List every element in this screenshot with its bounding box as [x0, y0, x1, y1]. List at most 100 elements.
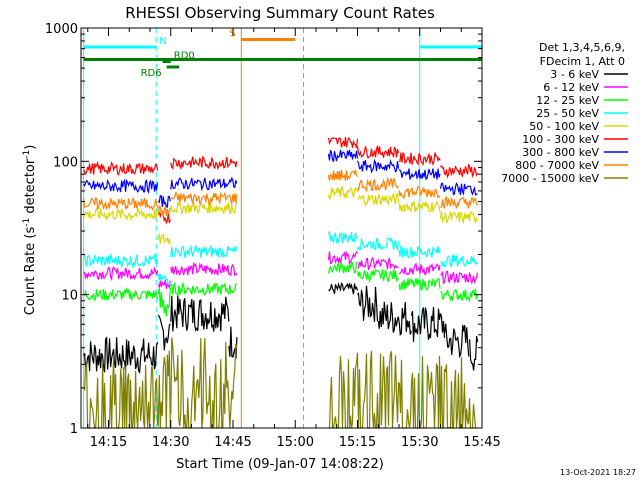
trace-12-25-kev-1: [157, 287, 171, 317]
trace-3-6-kev-6: [377, 301, 412, 337]
trace-100-300-kev-5: [399, 151, 441, 167]
legend-label-3-6-kev: 3 - 6 keV: [550, 68, 599, 81]
trace-6-12-kev-3: [327, 250, 358, 265]
chart-title: RHESSI Observing Summary Count Rates: [125, 4, 435, 22]
trace-50-100-kev-6: [439, 211, 479, 225]
x-tick-label-6: 15:45: [463, 435, 500, 450]
trace-300-800-kev-4: [356, 158, 400, 174]
y-tick-label-3: 1000: [45, 22, 78, 37]
series-50-100-kev: [83, 186, 479, 245]
trace-25-50-kev-1: [157, 273, 171, 286]
trace-50-100-kev-4: [357, 193, 400, 207]
trace-800-7000-kev-4: [357, 176, 399, 193]
trace-800-7000-kev-3: [327, 169, 358, 182]
trace-7000-15000-kev-2: [170, 337, 238, 430]
trace-300-800-kev-3: [327, 149, 359, 162]
trace-100-300-kev-2: [170, 155, 238, 171]
y-axis-label: Count Rate (s-1 detector-1): [22, 145, 38, 316]
trace-12-25-kev-0: [83, 286, 159, 301]
legend-label-6-12-kev: 6 - 12 keV: [543, 81, 599, 94]
trace-100-300-kev-3: [327, 136, 359, 148]
trace-800-7000-kev-2: [170, 191, 238, 207]
trace-50-100-kev-2: [170, 201, 238, 215]
trace-50-100-kev-0: [83, 207, 159, 222]
trace-6-12-kev-6: [440, 270, 479, 285]
x-tick-label-3: 15:00: [277, 435, 314, 450]
state-label-n: N: [159, 36, 166, 47]
trace-3-6-kev-2: [170, 294, 230, 332]
trace-300-800-kev-6: [439, 182, 478, 196]
footer-timestamp: 13-Oct-2021 18:27: [560, 468, 636, 477]
legend-label-50-100-kev: 50 - 100 keV: [529, 120, 599, 133]
trace-25-50-kev-4: [356, 236, 400, 251]
legend: Det 1,3,4,5,6,9,FDecim 1, Att 03 - 6 keV…: [501, 41, 628, 185]
trace-300-800-kev-0: [83, 178, 159, 194]
trace-6-12-kev-4: [357, 256, 399, 271]
trace-25-50-kev-3: [327, 231, 358, 245]
legend-label-7000-15000-kev: 7000 - 15000 keV: [501, 172, 599, 185]
state-label-rd6: RD6: [141, 68, 162, 79]
trace-25-50-kev-2: [170, 244, 238, 258]
trace-100-300-kev-1: [157, 211, 171, 225]
trace-12-25-kev-4: [356, 268, 399, 284]
plot-area: N S RD0 RD6 1 10 100 1000 14:15 14:30 14:45 15:00 15…: [45, 22, 501, 450]
trace-50-100-kev-1: [157, 233, 171, 245]
y-tick-label-1: 10: [61, 289, 78, 304]
series-25-50-kev: [83, 231, 479, 286]
trace-12-25-kev-3: [327, 260, 358, 274]
trace-300-800-kev-1: [157, 195, 171, 209]
legend-label-800-7000-kev: 800 - 7000 keV: [515, 159, 599, 172]
y-axis-label-mid: detector: [23, 158, 38, 218]
state-label-s: S: [229, 28, 235, 39]
x-axis-label: Start Time (09-Jan-07 14:08:22): [176, 457, 384, 472]
trace-800-7000-kev-1: [157, 205, 171, 217]
series-100-300-kev: [83, 136, 479, 225]
legend-header-0: Det 1,3,4,5,6,9,: [539, 41, 625, 54]
y-axis-label-end: ): [23, 145, 38, 150]
trace-100-300-kev-6: [440, 163, 479, 179]
legend-label-25-50-kev: 25 - 50 keV: [536, 107, 599, 120]
state-label-rd0: RD0: [174, 51, 195, 62]
x-tick-label-0: 14:15: [90, 435, 127, 450]
trace-25-50-kev-5: [398, 244, 441, 259]
series-6-12-kev: [83, 250, 479, 290]
trace-100-300-kev-0: [83, 160, 159, 176]
trace-3-6-kev-9: [469, 335, 479, 371]
trace-300-800-kev-5: [398, 168, 441, 181]
trace-25-50-kev-0: [83, 253, 159, 269]
x-tick-label-5: 15:30: [401, 435, 438, 450]
y-axis-label-main: Count Rate (s: [23, 227, 38, 316]
trace-3-6-kev-8: [444, 323, 470, 359]
trace-800-7000-kev-5: [398, 185, 441, 200]
series-800-7000-kev: [83, 169, 479, 217]
trace-50-100-kev-3: [327, 186, 359, 199]
trace-7000-15000-kev-0: [83, 357, 159, 429]
y-axis-label-sup2: -1: [22, 150, 32, 159]
series-3-6-kev: [83, 282, 479, 375]
trace-12-25-kev-2: [170, 281, 238, 297]
legend-header-1: FDecim 1, Att 0: [540, 55, 625, 68]
y-axis-label-sup1: -1: [22, 218, 32, 227]
legend-label-12-25-kev: 12 - 25 keV: [536, 94, 599, 107]
trace-800-7000-kev-6: [440, 195, 479, 209]
plot-frame: [80, 27, 483, 429]
trace-300-800-kev-2: [170, 176, 238, 192]
trace-6-12-kev-5: [398, 262, 441, 276]
trace-50-100-kev-5: [398, 200, 441, 214]
x-tick-label-1: 14:30: [152, 435, 189, 450]
trace-12-25-kev-5: [398, 277, 441, 291]
trace-25-50-kev-6: [440, 254, 479, 268]
trace-3-6-kev-5: [357, 285, 379, 322]
x-tick-label-2: 14:45: [214, 435, 251, 450]
trace-100-300-kev-4: [356, 145, 400, 159]
trace-6-12-kev-0: [83, 265, 159, 282]
trace-3-6-kev-1: [157, 314, 171, 351]
series-12-25-kev: [83, 260, 479, 317]
x-tick-label-4: 15:15: [339, 435, 376, 450]
trace-6-12-kev-2: [170, 261, 238, 277]
trace-12-25-kev-6: [440, 288, 479, 303]
trace-3-6-kev-7: [410, 306, 446, 342]
trace-800-7000-kev-0: [83, 196, 159, 212]
